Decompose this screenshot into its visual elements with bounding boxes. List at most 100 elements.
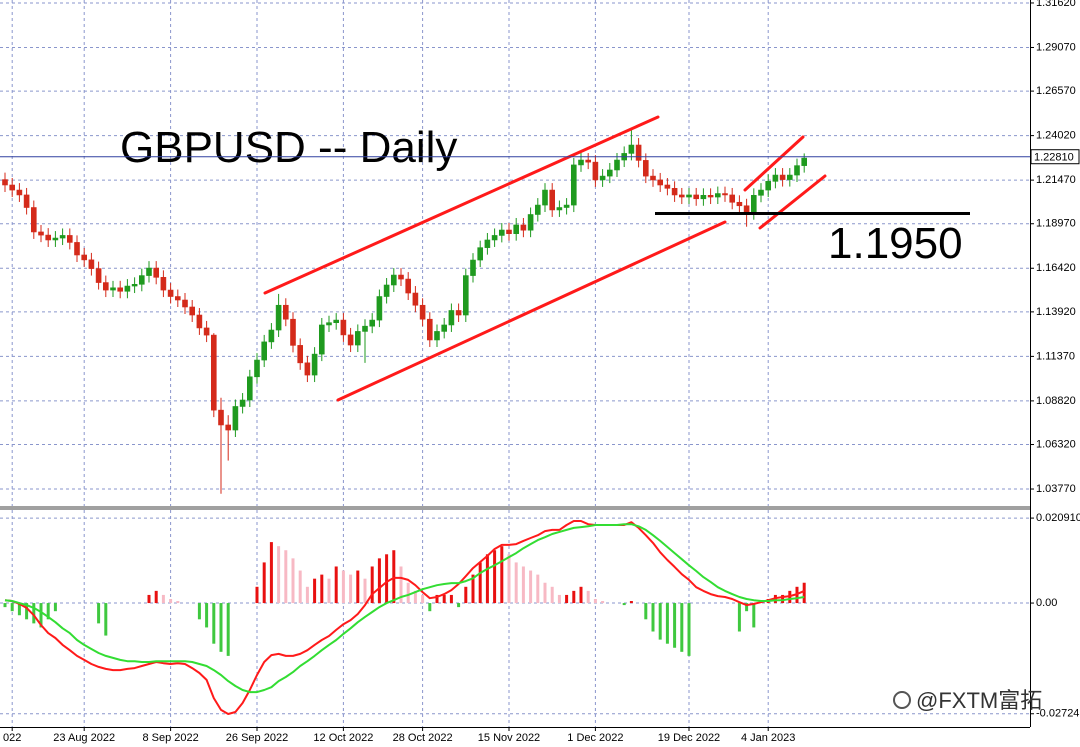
- candle-body: [614, 159, 620, 171]
- histogram-bar: [291, 558, 295, 604]
- candle-body: [88, 259, 95, 269]
- histogram-bar: [334, 566, 338, 604]
- candle-body: [95, 268, 102, 283]
- histogram-bar: [392, 550, 396, 604]
- histogram-bar: [586, 590, 590, 604]
- histogram-bar: [262, 562, 266, 604]
- candle-body: [542, 189, 548, 206]
- candle-body: [139, 275, 145, 285]
- candle-body: [232, 406, 239, 431]
- candle-body: [441, 324, 448, 332]
- x-tick-label: 4 Jan 2023: [741, 732, 795, 744]
- histogram-bar: [629, 601, 633, 604]
- candle-body: [707, 194, 714, 198]
- x-tick-label: 23 Aug 2022: [53, 732, 115, 744]
- histogram-bar: [205, 603, 209, 628]
- histogram-bar: [493, 550, 497, 604]
- candle-body: [470, 259, 476, 276]
- candle-body: [203, 327, 210, 336]
- candle-body: [282, 304, 289, 320]
- histogram-bar: [327, 578, 331, 604]
- histogram-bar: [349, 574, 353, 604]
- histogram-bar: [176, 601, 180, 604]
- candle-body: [225, 424, 231, 431]
- candle-body: [599, 175, 606, 181]
- y-tick-label: 1.13920: [1036, 306, 1076, 318]
- candle-body: [426, 318, 433, 341]
- candle-body: [462, 275, 469, 316]
- watermark: @FXTM富拓: [893, 688, 1042, 713]
- candle-body: [67, 235, 73, 243]
- panel-divider: [0, 506, 1030, 510]
- candle-body: [686, 194, 692, 198]
- candle-body: [484, 239, 491, 248]
- x-tick-label: 19 Dec 2022: [658, 732, 720, 744]
- watermark-text: @FXTM富拓: [916, 688, 1042, 713]
- candle-body: [369, 319, 376, 327]
- candle-body: [146, 267, 152, 276]
- candle-body: [254, 359, 260, 378]
- histogram-bar: [781, 594, 785, 604]
- candle-body: [657, 179, 664, 186]
- histogram-bar: [665, 603, 669, 644]
- y-tick-label: -0.02724: [1036, 708, 1079, 720]
- candle-body: [9, 184, 15, 191]
- candle-body: [110, 287, 116, 291]
- candle-body: [354, 331, 361, 346]
- histogram-bar: [154, 590, 158, 604]
- candle-body: [700, 194, 707, 200]
- candle-body: [491, 235, 498, 241]
- candle-body: [642, 160, 649, 177]
- y-tick-label: 1.26570: [1036, 85, 1076, 97]
- candle-body: [570, 164, 577, 206]
- y-tick-label: 1.29070: [1036, 41, 1076, 53]
- candle-body: [117, 287, 123, 292]
- candle-body: [534, 204, 541, 215]
- candle-body: [45, 234, 52, 241]
- histogram-bar: [3, 603, 7, 608]
- candle-body: [765, 181, 772, 191]
- candle-body: [189, 306, 195, 316]
- y-tick-label: 1.08820: [1036, 395, 1076, 407]
- candle-body: [549, 189, 556, 211]
- candle-body: [131, 284, 138, 287]
- histogram-bar: [464, 586, 468, 604]
- candle-body: [477, 247, 484, 261]
- histogram-bar: [579, 586, 583, 604]
- candle-body: [729, 194, 736, 203]
- histogram-bar: [651, 603, 655, 632]
- candle-body: [290, 318, 296, 346]
- grid-layer: [0, 0, 1030, 727]
- histogram-bar: [284, 550, 288, 604]
- candle-body: [635, 144, 642, 161]
- candle-body: [448, 310, 455, 326]
- histogram-bar: [385, 554, 389, 604]
- y-tick-label: 0.00: [1036, 597, 1057, 609]
- candle-body: [268, 329, 275, 343]
- histogram-bar: [269, 542, 273, 604]
- channel-upper: [263, 115, 660, 295]
- histogram-bar: [320, 574, 324, 604]
- candle-body: [275, 304, 282, 331]
- candle-body: [52, 237, 59, 241]
- candle-body: [794, 165, 800, 176]
- candle-body: [498, 229, 505, 236]
- histogram-bar: [197, 603, 201, 620]
- candle-body: [196, 314, 203, 329]
- histogram-bar: [572, 590, 576, 604]
- last-price-box: [1030, 149, 1080, 165]
- histogram-bar: [17, 603, 21, 616]
- last-price-label: 1.22810: [1034, 152, 1074, 164]
- histogram-bar: [543, 582, 547, 604]
- histogram-bar: [39, 603, 43, 628]
- histogram-bar: [557, 594, 561, 604]
- candle-body: [678, 194, 685, 198]
- x-tick-label: 8 Sep 2022: [142, 732, 198, 744]
- histogram-bar: [406, 582, 410, 604]
- histogram-bar: [529, 570, 533, 604]
- histogram-bar: [305, 586, 309, 604]
- y-tick-label: 1.18970: [1036, 218, 1076, 230]
